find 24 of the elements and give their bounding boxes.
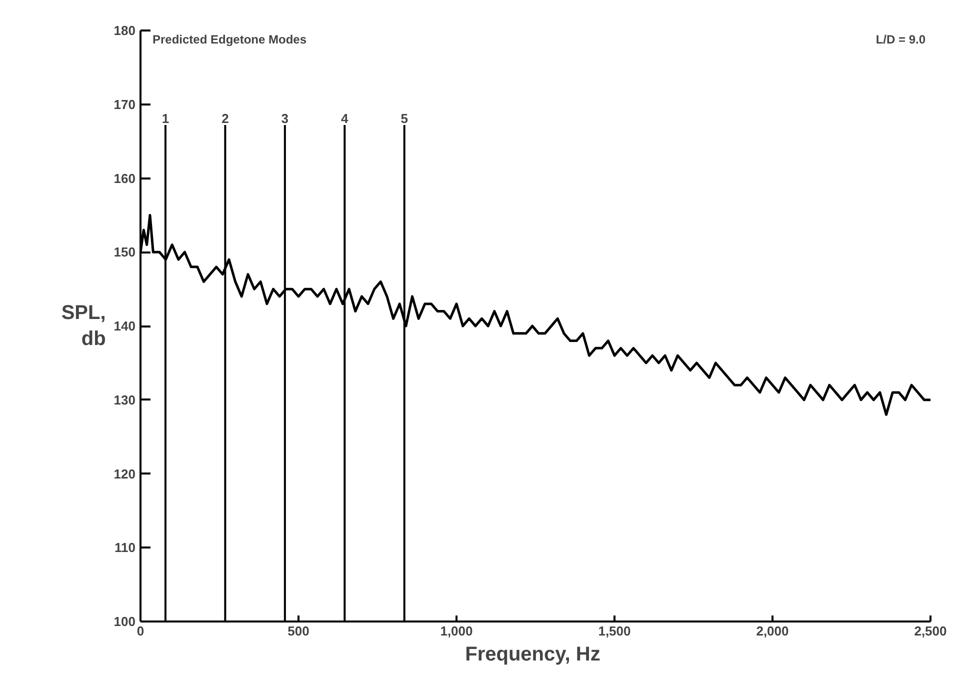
x-tick-label: 0 [136, 624, 144, 638]
x-tick-label: 2,000 [756, 624, 789, 638]
y-tick-label: 110 [114, 540, 136, 556]
y-tick-label: 130 [114, 392, 136, 408]
annotation: 3 [281, 111, 289, 126]
y-tick-label: 160 [114, 170, 136, 186]
y-tick-label: 140 [114, 318, 136, 334]
annotation: Predicted Edgetone Modes [152, 32, 307, 46]
y-tick-label: 100 [114, 614, 136, 629]
annotation: L/D = 9.0 [876, 32, 926, 46]
annotation: 5 [400, 111, 408, 126]
annotation: 1 [162, 111, 170, 126]
x-tick-label: 500 [288, 624, 310, 638]
x-tick-label: 1,500 [598, 624, 631, 638]
y-tick-label: 150 [114, 244, 136, 260]
y-tick-label: 120 [114, 466, 136, 482]
x-axis-title: Frequency, Hz [465, 644, 600, 666]
annotation: 4 [341, 111, 350, 126]
x-tick-label: 2,500 [914, 624, 947, 638]
annotation: 2 [222, 111, 229, 126]
y-tick-label: 180 [114, 23, 136, 38]
y-tick-label: 170 [114, 96, 136, 112]
y-axis-title: SPL, db [61, 302, 106, 350]
x-tick-label: 1,000 [440, 624, 473, 638]
